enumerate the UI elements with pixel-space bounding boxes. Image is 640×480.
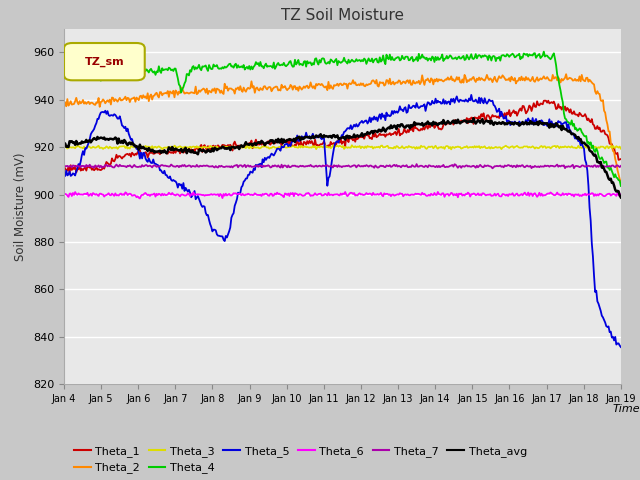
Theta_2 — [60, 100, 68, 106]
Theta_5 — [60, 172, 68, 178]
Theta_6 — [393, 192, 401, 198]
Theta_2 — [617, 179, 625, 185]
Theta_7 — [392, 163, 399, 169]
Line: Theta_5: Theta_5 — [64, 95, 621, 347]
Theta_5 — [518, 120, 525, 126]
Theta_4 — [605, 164, 612, 170]
Theta_7 — [617, 163, 625, 169]
Theta_1 — [60, 163, 68, 168]
Theta_6 — [606, 191, 614, 197]
Line: Theta_avg: Theta_avg — [64, 118, 621, 197]
FancyBboxPatch shape — [64, 43, 145, 80]
Theta_4 — [516, 56, 524, 62]
Theta_4 — [328, 58, 335, 63]
Theta_1 — [326, 144, 333, 150]
Line: Theta_3: Theta_3 — [64, 145, 621, 149]
Title: TZ Soil Moisture: TZ Soil Moisture — [281, 9, 404, 24]
Theta_avg — [60, 142, 68, 148]
Theta_7 — [606, 163, 614, 169]
Theta_4 — [617, 183, 625, 189]
Theta_3 — [519, 145, 527, 151]
Theta_3 — [617, 146, 625, 152]
Theta_2 — [516, 77, 524, 83]
Theta_7 — [413, 161, 420, 167]
Theta_1 — [518, 108, 525, 114]
Theta_3 — [321, 143, 329, 148]
Theta_2 — [362, 84, 369, 89]
Theta_1 — [329, 141, 337, 146]
Legend: Theta_1, Theta_2, Theta_3, Theta_4, Theta_5, Theta_6, Theta_7, Theta_avg: Theta_1, Theta_2, Theta_3, Theta_4, Thet… — [70, 442, 531, 478]
Theta_7 — [328, 163, 335, 169]
Theta_6 — [136, 195, 144, 201]
Y-axis label: Soil Moisture (mV): Soil Moisture (mV) — [15, 152, 28, 261]
Theta_7 — [519, 162, 527, 168]
Line: Theta_2: Theta_2 — [64, 74, 621, 182]
Theta_avg — [518, 120, 525, 126]
Theta_3 — [326, 144, 333, 150]
Theta_4 — [540, 49, 548, 55]
Theta_1 — [617, 156, 625, 162]
Theta_5 — [362, 118, 369, 123]
Theta_2 — [563, 72, 570, 77]
Theta_avg — [328, 135, 335, 141]
Theta_3 — [393, 143, 401, 149]
Theta_2 — [392, 80, 399, 86]
Theta_5 — [617, 344, 625, 350]
Line: Theta_6: Theta_6 — [64, 192, 621, 198]
Theta_avg — [392, 124, 399, 130]
Theta_7 — [60, 162, 68, 168]
Theta_3 — [329, 143, 337, 148]
Line: Theta_7: Theta_7 — [64, 164, 621, 168]
Theta_3 — [60, 143, 68, 149]
Theta_6 — [362, 190, 370, 196]
Theta_1 — [606, 141, 614, 146]
Theta_3 — [362, 145, 370, 151]
Theta_avg — [605, 176, 612, 181]
Theta_4 — [362, 57, 369, 62]
Theta_avg — [470, 115, 477, 121]
Theta_5 — [392, 110, 399, 116]
Theta_1 — [393, 132, 401, 138]
Text: TZ_sm: TZ_sm — [85, 57, 124, 67]
Theta_5 — [324, 175, 332, 181]
Theta_5 — [605, 324, 612, 329]
Theta_5 — [328, 158, 335, 164]
Theta_6 — [617, 192, 625, 197]
Theta_4 — [60, 73, 68, 79]
Theta_7 — [324, 164, 332, 169]
Theta_2 — [605, 129, 612, 134]
Theta_6 — [434, 189, 442, 195]
Theta_2 — [328, 85, 335, 91]
Theta_avg — [362, 131, 369, 137]
Theta_6 — [60, 192, 68, 198]
Theta_7 — [362, 163, 369, 169]
Theta_3 — [606, 144, 614, 150]
Line: Theta_1: Theta_1 — [64, 101, 621, 173]
Theta_avg — [617, 194, 625, 200]
Theta_3 — [447, 146, 455, 152]
Theta_6 — [329, 192, 337, 198]
Theta_1 — [362, 131, 370, 137]
Theta_6 — [519, 192, 527, 198]
Theta_6 — [326, 192, 333, 198]
Theta_5 — [467, 92, 475, 98]
Theta_4 — [324, 59, 332, 65]
Theta_1 — [66, 170, 74, 176]
X-axis label: Time: Time — [612, 404, 640, 414]
Theta_avg — [324, 134, 332, 140]
Theta_2 — [324, 79, 332, 85]
Theta_1 — [541, 98, 548, 104]
Line: Theta_4: Theta_4 — [64, 52, 621, 186]
Theta_7 — [488, 166, 496, 171]
Theta_4 — [392, 56, 399, 61]
